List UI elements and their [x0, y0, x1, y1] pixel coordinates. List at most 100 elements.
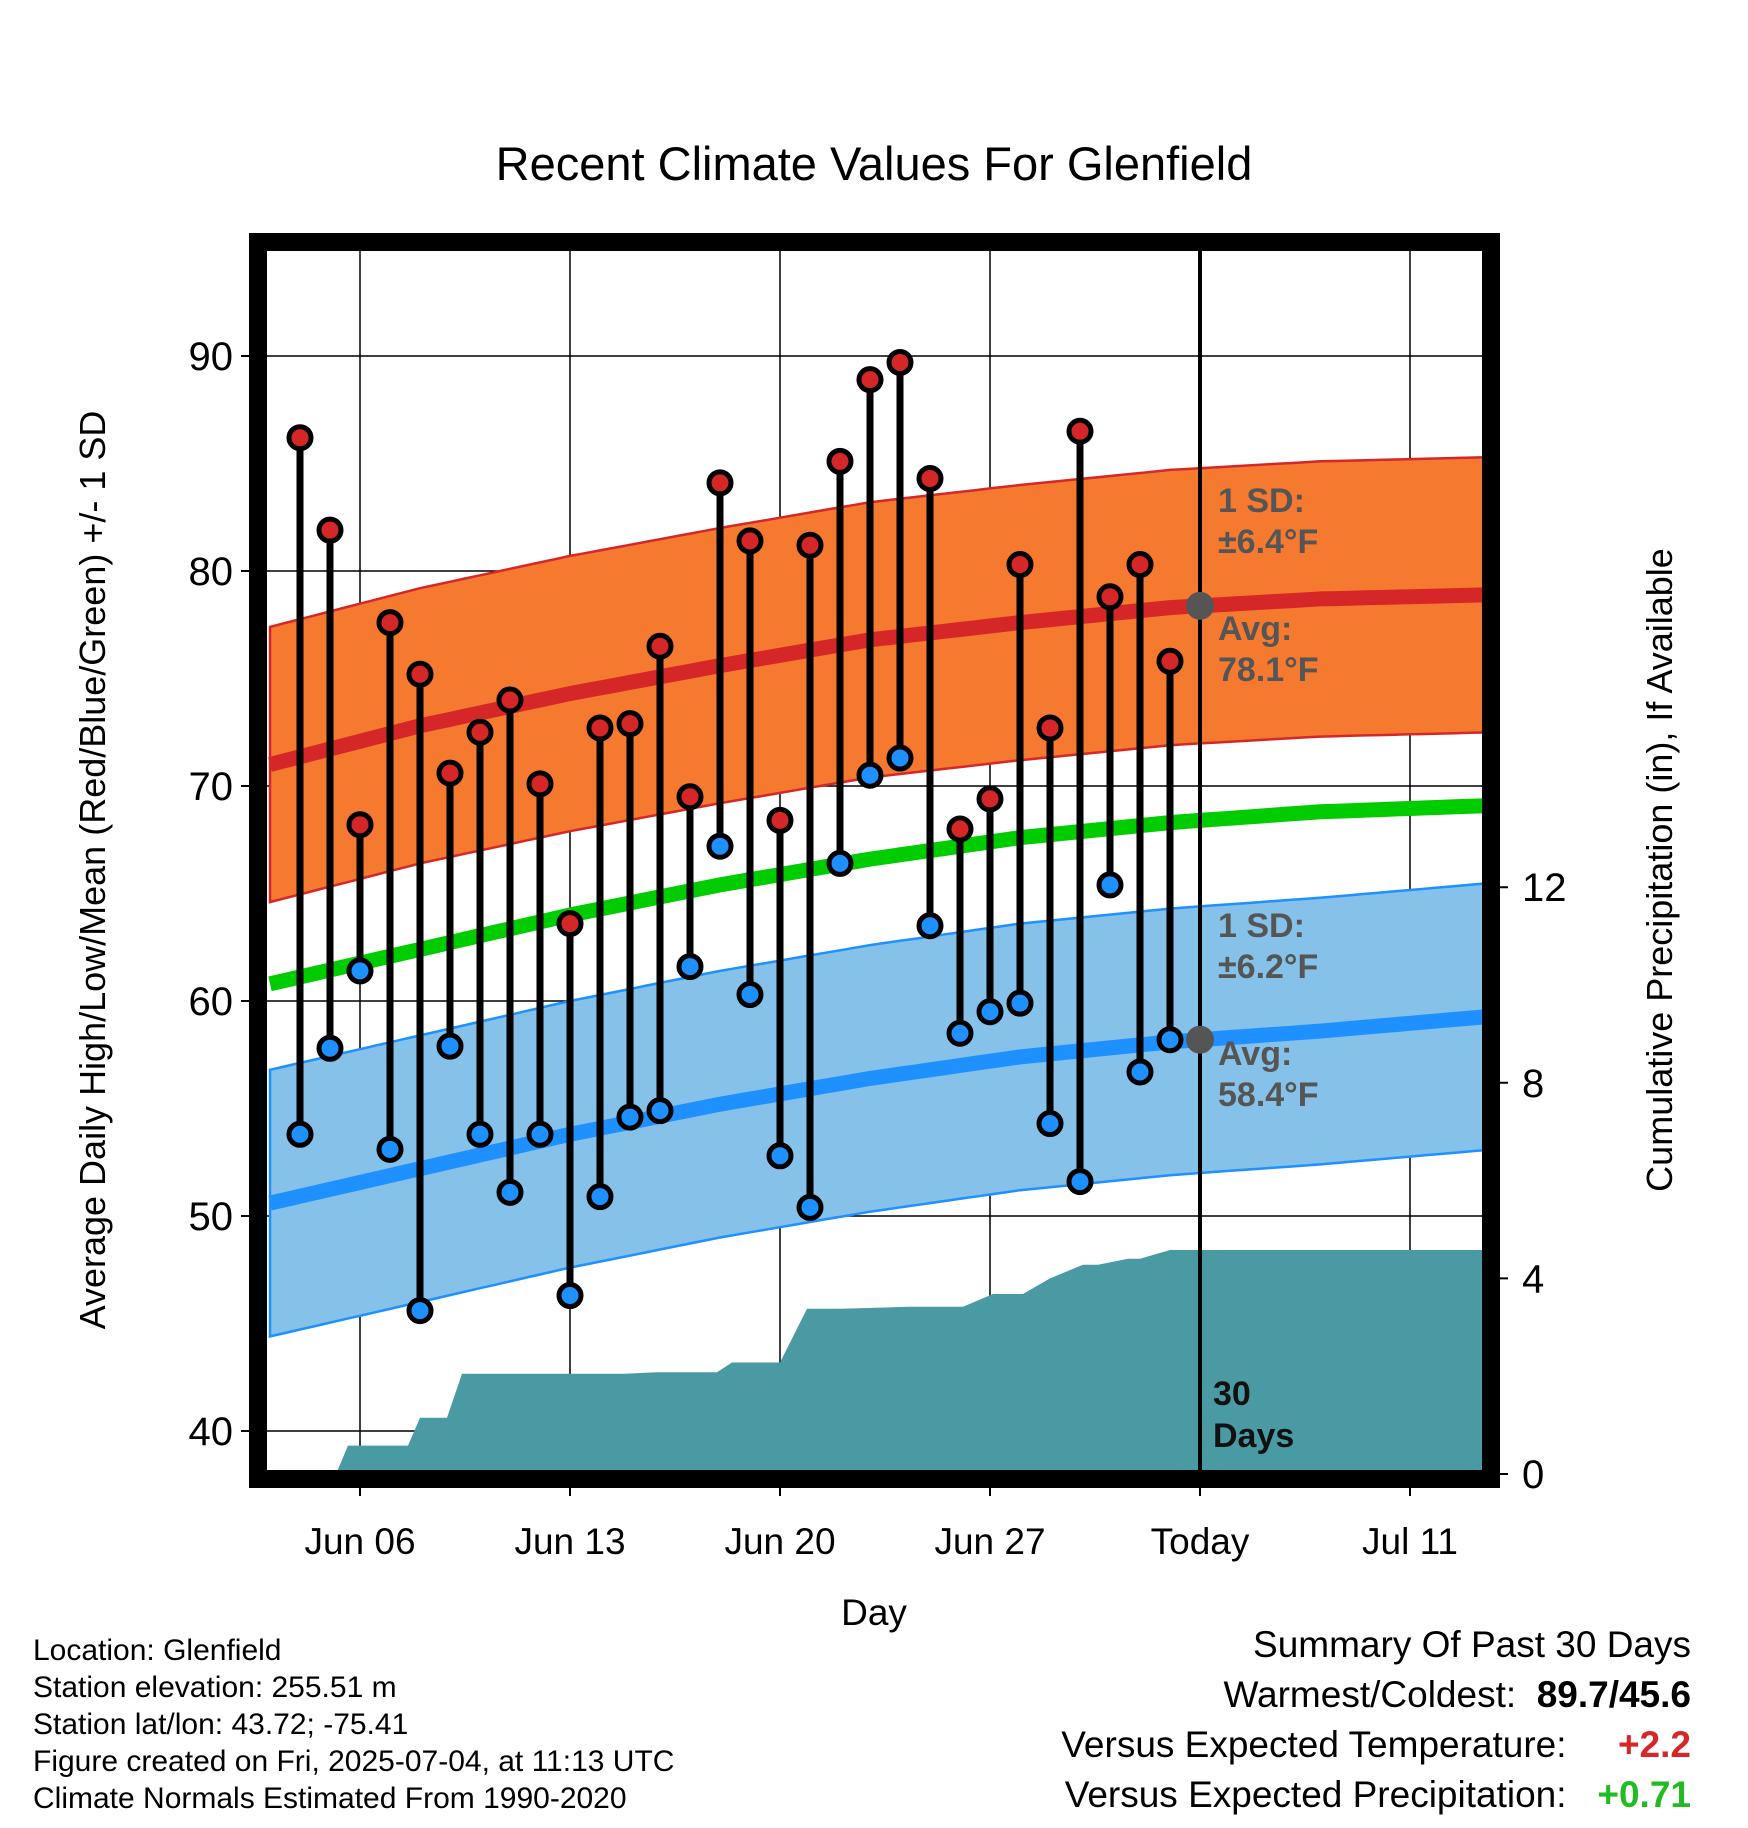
- daily-high-point: [316, 516, 344, 544]
- daily-low-point: [1036, 1110, 1064, 1138]
- x-tick-label: Jul 11: [1362, 1521, 1458, 1562]
- annotation-low-sd-value: ±6.2°F: [1218, 948, 1318, 986]
- daily-high-point: [916, 465, 944, 493]
- daily-low-point: [1156, 1026, 1184, 1054]
- summary-panel: Summary Of Past 30 Days Warmest/Coldest:…: [1061, 1620, 1691, 1820]
- daily-low-point: [706, 832, 734, 860]
- annotation-low-avg: Avg:: [1218, 1035, 1292, 1073]
- summary-temp-value: +2.2: [1617, 1724, 1691, 1765]
- daily-low-point: [526, 1120, 554, 1148]
- x-tick-label: Today: [1151, 1521, 1250, 1562]
- daily-low-point: [496, 1178, 524, 1206]
- daily-high-point: [976, 785, 1004, 813]
- daily-low-point: [796, 1193, 824, 1221]
- daily-high-point: [286, 424, 314, 452]
- summary-warmest-value: 89.7/45.6: [1536, 1674, 1691, 1715]
- daily-low-point: [826, 849, 854, 877]
- plot-frame: [249, 233, 1500, 1488]
- daily-high-point: [556, 910, 584, 938]
- y2-tick-label: 0: [1522, 1453, 1544, 1497]
- daily-low-point: [466, 1120, 494, 1148]
- mean-avg-line: [268, 798, 1486, 992]
- daily-high-point: [1126, 551, 1154, 579]
- daily-low-point: [856, 761, 884, 789]
- daily-high-point: [1036, 714, 1064, 742]
- annotation-low-avg-value: 58.4°F: [1218, 1076, 1319, 1114]
- x-tick-label: Jun 06: [304, 1521, 415, 1562]
- x-tick-label: Jun 20: [724, 1521, 835, 1562]
- daily-low-point: [556, 1282, 584, 1310]
- summary-warmest-label: Warmest/Coldest:: [1223, 1674, 1517, 1715]
- daily-low-point: [736, 981, 764, 1009]
- daily-high-point: [1066, 417, 1094, 445]
- info-created: Figure created on Fri, 2025-07-04, at 11…: [33, 1745, 675, 1778]
- y-tick-label: 40: [189, 1410, 234, 1454]
- daily-high-point: [676, 783, 704, 811]
- y-axis-label: Average Daily High/Low/Mean (Red/Blue/Gr…: [72, 411, 113, 1330]
- daily-high-point: [646, 632, 674, 660]
- daily-low-point: [886, 744, 914, 772]
- x-tick-label: Jun 13: [514, 1521, 625, 1562]
- daily-low-point: [976, 998, 1004, 1026]
- x-axis-label: Day: [841, 1592, 907, 1633]
- annotation-low-sd: 1 SD:: [1218, 907, 1305, 945]
- daily-low-point: [676, 953, 704, 981]
- info-normals: Climate Normals Estimated From 1990-2020: [33, 1782, 627, 1815]
- daily-high-point: [376, 609, 404, 637]
- summary-heading: Summary Of Past 30 Days: [1253, 1624, 1691, 1665]
- summary-precip-value: +0.71: [1597, 1774, 1691, 1815]
- daily-high-point: [586, 714, 614, 742]
- annotation-days-number: 30: [1213, 1375, 1251, 1413]
- y-tick-label: 70: [189, 765, 234, 809]
- low-avg-line: [268, 1009, 1486, 1211]
- summary-temp: Versus Expected Temperature: +2.2: [1061, 1720, 1691, 1770]
- daily-low-point: [1096, 871, 1124, 899]
- daily-high-point: [766, 806, 794, 834]
- daily-high-point: [436, 759, 464, 787]
- summary-precip: Versus Expected Precipitation: +0.71: [1061, 1770, 1691, 1820]
- daily-low-point: [286, 1120, 314, 1148]
- daily-high-point: [736, 527, 764, 555]
- daily-low-point: [946, 1019, 974, 1047]
- info-elevation: Station elevation: 255.51 m: [33, 1671, 397, 1704]
- y-tick-label: 50: [189, 1195, 234, 1239]
- daily-high-point: [856, 366, 884, 394]
- y-tick-label: 60: [189, 980, 234, 1024]
- daily-low-point: [406, 1297, 434, 1325]
- daily-low-point: [1006, 989, 1034, 1017]
- annotation-days-word: Days: [1213, 1417, 1294, 1455]
- daily-high-point: [406, 660, 434, 688]
- daily-high-point: [346, 811, 374, 839]
- daily-low-point: [376, 1135, 404, 1163]
- daily-high-point: [886, 348, 914, 376]
- summary-warmest: Warmest/Coldest: 89.7/45.6: [1061, 1670, 1691, 1720]
- daily-low-point: [1066, 1168, 1094, 1196]
- daily-low-point: [316, 1034, 344, 1062]
- annotation-high-avg: Avg:: [1218, 610, 1292, 648]
- daily-low-point: [646, 1097, 674, 1125]
- daily-low-point: [346, 957, 374, 985]
- high-avg-line: [268, 587, 1486, 772]
- x-tick-label: Jun 27: [934, 1521, 1045, 1562]
- today-high-avg-marker: [1186, 591, 1214, 620]
- daily-high-point: [1006, 551, 1034, 579]
- daily-high-point: [706, 469, 734, 497]
- daily-low-point: [1126, 1058, 1154, 1086]
- daily-high-point: [466, 718, 494, 746]
- info-latlon: Station lat/lon: 43.72; -75.41: [33, 1708, 409, 1741]
- daily-low-point: [916, 912, 944, 940]
- daily-low-point: [616, 1103, 644, 1131]
- today-low-avg-marker: [1186, 1025, 1214, 1054]
- daily-low-point: [586, 1183, 614, 1211]
- daily-high-point: [496, 686, 524, 714]
- summary-precip-label: Versus Expected Precipitation:: [1064, 1774, 1567, 1815]
- daily-high-point: [826, 447, 854, 475]
- daily-high-point: [616, 710, 644, 738]
- daily-high-point: [526, 770, 554, 798]
- y2-tick-label: 8: [1522, 1062, 1544, 1106]
- summary-temp-label: Versus Expected Temperature:: [1061, 1724, 1567, 1765]
- annotation-high-sd: 1 SD:: [1218, 482, 1305, 520]
